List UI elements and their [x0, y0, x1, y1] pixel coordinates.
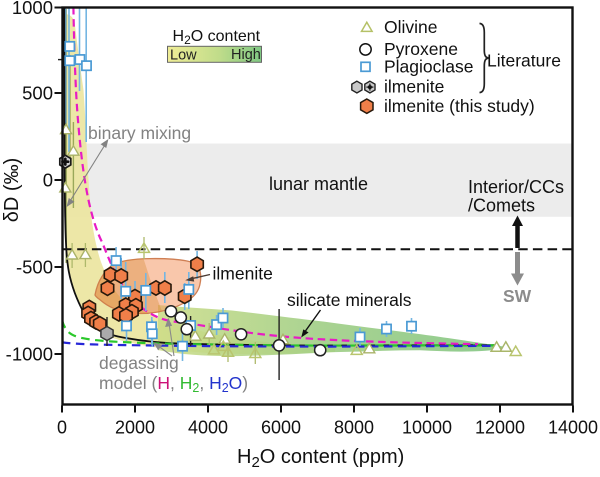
- svg-text:-500: -500: [16, 257, 53, 278]
- svg-text:6000: 6000: [261, 418, 301, 438]
- svg-text:Literature: Literature: [487, 51, 561, 71]
- svg-text:500: 500: [22, 83, 53, 104]
- svg-text:model (H, H2, H2O): model (H, H2, H2O): [99, 373, 248, 395]
- svg-text:14000: 14000: [548, 418, 598, 438]
- svg-text:0: 0: [43, 170, 53, 191]
- svg-text:Low: Low: [170, 48, 197, 64]
- svg-text:silicate minerals: silicate minerals: [287, 290, 412, 310]
- svg-text:degassing: degassing: [99, 353, 179, 373]
- svg-text:binary mixing: binary mixing: [88, 123, 191, 143]
- svg-text:0: 0: [57, 418, 67, 438]
- svg-text:Pyroxene: Pyroxene: [384, 39, 458, 59]
- svg-text:8000: 8000: [334, 418, 374, 438]
- svg-text:/Comets: /Comets: [468, 196, 535, 216]
- svg-text:1000: 1000: [12, 0, 53, 18]
- svg-text:2000: 2000: [115, 418, 155, 438]
- svg-text:4000: 4000: [188, 418, 228, 438]
- svg-text:ilmenite: ilmenite: [384, 77, 444, 97]
- svg-text:SW: SW: [503, 286, 532, 306]
- svg-text:Plagioclase: Plagioclase: [384, 57, 474, 77]
- svg-text:Interior/CCs: Interior/CCs: [468, 177, 564, 197]
- svg-text:High: High: [231, 47, 261, 63]
- svg-text:Olivine: Olivine: [384, 17, 438, 37]
- svg-text:δD (‰): δD (‰): [1, 158, 23, 222]
- svg-text:lunar mantle: lunar mantle: [269, 174, 368, 194]
- svg-text:12000: 12000: [475, 418, 525, 438]
- svg-text:H2O content (ppm): H2O content (ppm): [237, 446, 404, 471]
- svg-text:H2O content: H2O content: [173, 28, 261, 47]
- svg-text:-1000: -1000: [6, 344, 53, 365]
- svg-text:ilmenite (this study): ilmenite (this study): [384, 96, 535, 116]
- svg-text:10000: 10000: [402, 418, 452, 438]
- svg-text:ilmenite: ilmenite: [213, 264, 273, 284]
